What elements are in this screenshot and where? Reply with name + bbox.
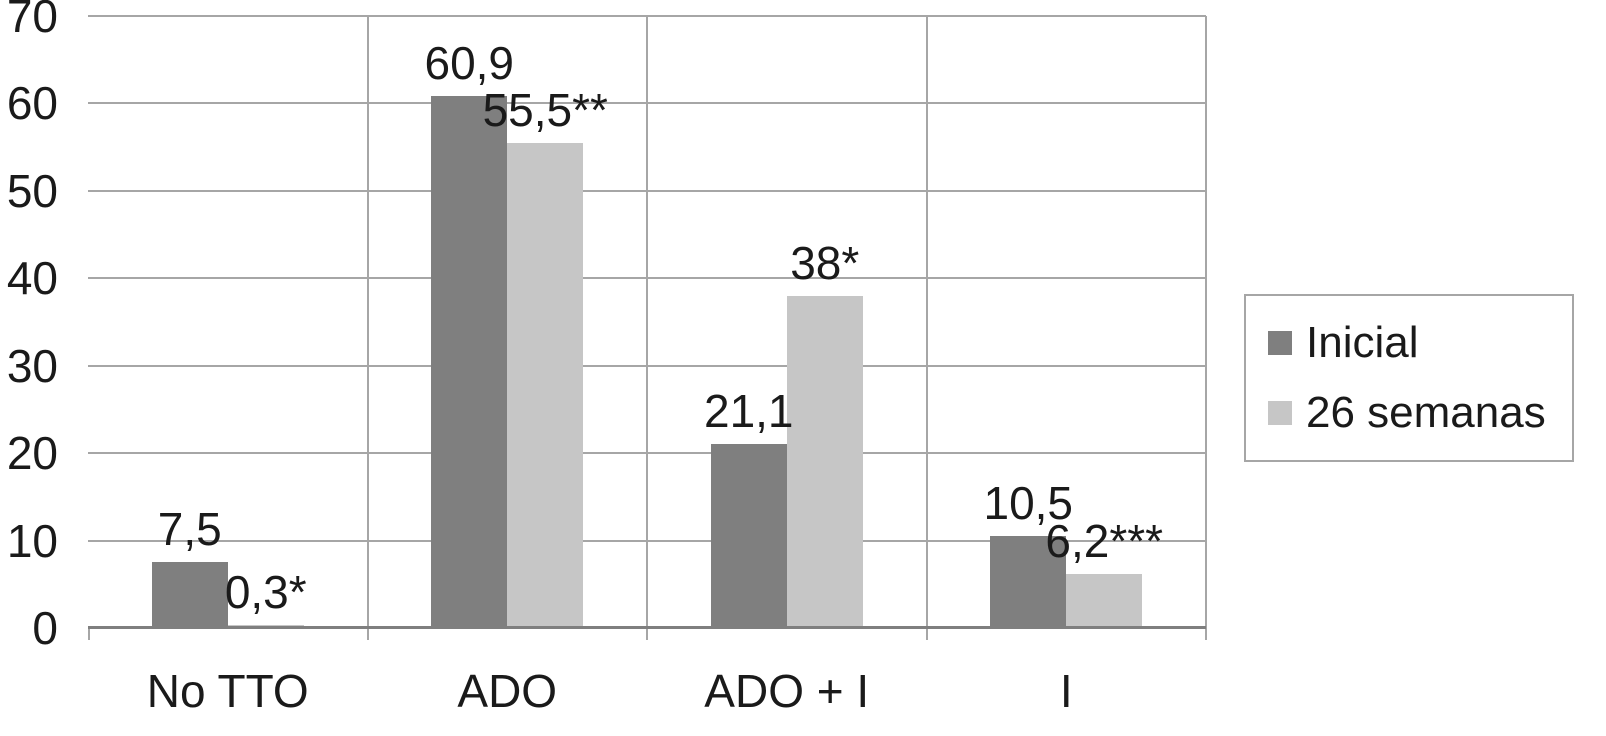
bar-value-label: 0,3* [224, 566, 307, 619]
bar-value-label: 10,5 [983, 477, 1074, 530]
category-label-i: I [1059, 665, 1073, 717]
y-tick-label: 10 [6, 514, 58, 567]
bar-value-label: 6,2*** [1045, 514, 1164, 567]
bar-inicial-ado [431, 95, 508, 628]
bar-value-label: 55,5** [482, 83, 608, 136]
y-tick-label: 30 [6, 339, 58, 392]
bar-value-label: 21,1 [703, 384, 794, 437]
plot-area: 7,5 0,3* 60,9 55,5** 21,1 38* 10,5 6,2*** [88, 15, 1207, 640]
axis-tick [88, 628, 90, 640]
bar-inicial-i [990, 536, 1067, 628]
y-tick-label: 50 [6, 164, 58, 217]
bar-26-semanas-ado [507, 142, 584, 628]
legend-item-26-semanas: 26 semanas [1268, 387, 1572, 437]
legend-label-26-semanas: 26 semanas [1306, 387, 1546, 437]
y-tick-label: 0 [32, 602, 58, 654]
bar-inicial-no-tto [151, 562, 228, 628]
bar-value-label: 60,9 [424, 36, 515, 89]
legend-swatch-26-semanas [1268, 400, 1292, 425]
bar-26-semanas-i [1066, 573, 1143, 628]
category-boundary-line [366, 16, 369, 640]
bar-value-label: 7,5 [157, 503, 222, 556]
category-boundary-line [646, 16, 648, 640]
y-tick-label: 60 [6, 77, 58, 130]
legend-label-inicial: Inicial [1306, 318, 1419, 368]
category-label-ado: ADO [457, 665, 558, 717]
legend: Inicial 26 semanas [1244, 294, 1574, 462]
category-boundary-line [925, 16, 928, 640]
y-tick-label: 70 [6, 0, 58, 42]
y-tick-label: 40 [6, 252, 58, 305]
legend-swatch-inicial [1268, 331, 1292, 356]
bar-inicial-ado-i [710, 443, 787, 628]
category-label-no-tto: No TTO [146, 665, 309, 717]
x-axis-line [88, 626, 1206, 629]
bar-26-semanas-ado-i [786, 295, 863, 628]
bar-value-label: 38* [790, 236, 860, 289]
legend-item-inicial: Inicial [1268, 321, 1572, 365]
category-label-ado-i: ADO + I [704, 665, 870, 717]
category-boundary-line [1205, 16, 1207, 640]
y-tick-label: 20 [6, 427, 58, 480]
